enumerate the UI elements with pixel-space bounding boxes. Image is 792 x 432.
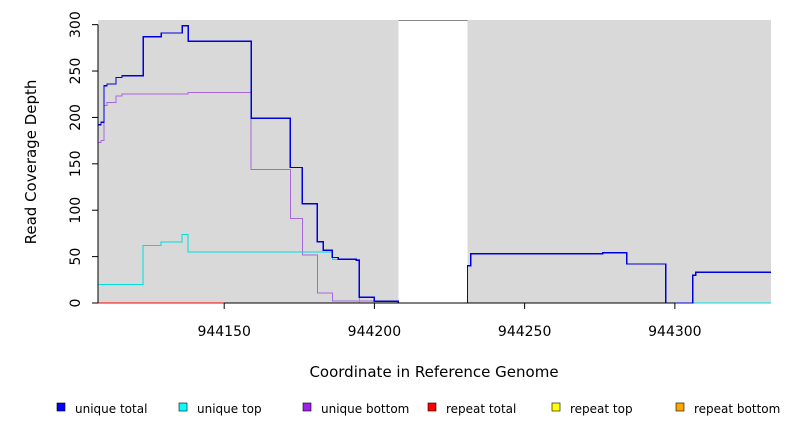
plot-background <box>98 20 771 303</box>
y-tick-label: 300 <box>68 11 84 38</box>
legend-label-unique-total: unique total <box>75 402 147 416</box>
legend-label-unique-top: unique top <box>197 402 262 416</box>
legend-label-repeat-bottom: repeat bottom <box>694 402 780 416</box>
legend-swatch-repeat-total <box>427 402 437 412</box>
y-axis-title: Read Coverage Depth <box>22 80 40 245</box>
legend-swatch-unique-bottom <box>302 402 312 412</box>
legend-swatch-repeat-top <box>551 402 561 412</box>
plot-panel-left <box>98 20 399 303</box>
legend-label-unique-bottom: unique bottom <box>321 402 409 416</box>
legend: unique total unique top unique bottom repea… <box>56 402 780 416</box>
y-tick-label: 250 <box>68 58 84 85</box>
x-tick-label: 944300 <box>648 324 701 340</box>
y-tick-label: 200 <box>68 104 84 131</box>
y-tick-label: 0 <box>68 299 84 308</box>
legend-swatch-unique-total <box>56 402 66 412</box>
x-tick-label: 944200 <box>348 324 401 340</box>
y-tick-label: 100 <box>68 197 84 224</box>
axes: 0 50 100 150 200 250 300 944150 944200 944250 9443… <box>68 11 702 340</box>
series-line-unique-total <box>98 24 771 304</box>
plot-panel-right <box>467 20 771 303</box>
y-tick-label: 50 <box>68 248 84 266</box>
legend-swatch-repeat-bottom <box>675 402 685 412</box>
x-tick-label: 944150 <box>197 324 250 340</box>
x-tick-label: 944250 <box>498 324 551 340</box>
legend-label-repeat-total: repeat total <box>446 402 516 416</box>
legend-swatch-unique-top <box>178 402 188 412</box>
y-tick-label: 150 <box>68 150 84 177</box>
legend-label-repeat-top: repeat top <box>570 402 633 416</box>
x-axis-title: Coordinate in Reference Genome <box>309 363 558 381</box>
